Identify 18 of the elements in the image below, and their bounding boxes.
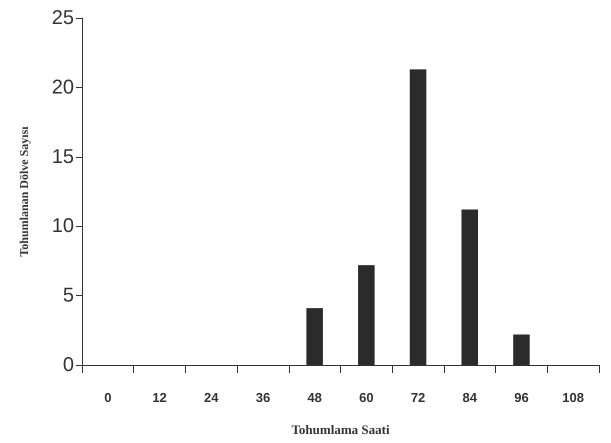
y-axis-title: Tohumlanan Dölve Sayısı [17, 126, 31, 257]
x-tick-label: 96 [514, 390, 529, 405]
y-tick-label: 25 [52, 7, 74, 29]
x-tick-label: 84 [462, 390, 478, 405]
y-tick-label: 5 [62, 284, 74, 307]
x-axis-title: Tohumlama Saati [291, 422, 390, 437]
x-tick-label: 48 [307, 390, 322, 405]
y-tick-label: 15 [52, 146, 74, 168]
x-tick-label: 0 [104, 390, 112, 405]
y-tick-label: 0 [62, 354, 74, 376]
y-tick-label: 10 [52, 215, 74, 238]
x-tick-label: 12 [152, 390, 167, 405]
x-tick-label: 36 [256, 390, 270, 405]
x-tick-label: 24 [204, 390, 220, 405]
x-tick-label: 60 [359, 390, 374, 405]
x-tick-label: 72 [410, 390, 426, 405]
x-tick-label: 108 [562, 390, 584, 405]
y-tick-label: 20 [52, 76, 74, 98]
